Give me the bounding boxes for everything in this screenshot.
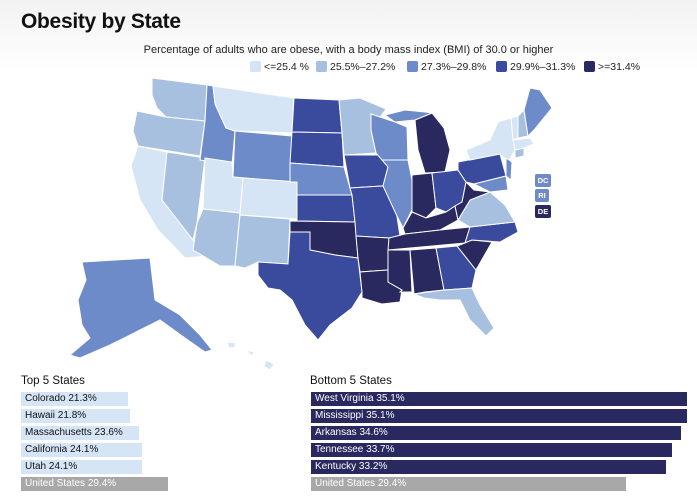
legend-item-4: 29.9%–31.3% <box>496 61 575 75</box>
legend-label-2: 25.5%–27.2% <box>330 61 396 73</box>
legend-label-1: <=25.4 % <box>264 61 309 73</box>
bottom5-us-bar: United States 29.4% <box>311 477 626 491</box>
legend-swatch-1 <box>250 61 261 72</box>
de-tag[interactable]: DE <box>535 205 551 218</box>
state-washington[interactable] <box>151 77 208 122</box>
top5-us-bar: United States 29.4% <box>21 477 168 491</box>
top5-heading: Top 5 States <box>21 375 85 387</box>
bottom5-bar: Arkansas 34.6% <box>311 426 681 440</box>
state-wyoming[interactable] <box>232 130 293 183</box>
page-title: Obesity by State <box>21 10 181 33</box>
bottom5-bar: Tennessee 33.7% <box>311 443 672 457</box>
legend-swatch-2 <box>316 61 327 72</box>
state-arkansas[interactable] <box>355 235 390 273</box>
legend-label-3: 27.3%–29.8% <box>421 61 487 73</box>
top5-bar: Massachusetts 23.6% <box>21 426 139 440</box>
state-georgia[interactable] <box>435 245 477 291</box>
state-kansas[interactable] <box>296 194 356 223</box>
state-nebraska[interactable] <box>289 162 353 196</box>
state-maryland[interactable] <box>472 175 509 193</box>
state-arizona[interactable] <box>192 208 241 267</box>
state-texas[interactable] <box>257 231 363 341</box>
subtitle: Percentage of adults who are obese, with… <box>143 44 554 56</box>
dc-tag[interactable]: DC <box>535 174 551 187</box>
legend-item-1: <=25.4 % <box>250 61 309 75</box>
state-indiana[interactable] <box>411 172 437 219</box>
state-montana[interactable] <box>212 85 295 134</box>
state-south-dakota[interactable] <box>289 131 345 168</box>
legend-swatch-5 <box>584 61 595 72</box>
state-new-mexico[interactable] <box>234 214 291 269</box>
bottom5-bar: Mississippi 35.1% <box>311 409 687 423</box>
top5-bar: Utah 24.1% <box>21 460 142 474</box>
state-maine[interactable] <box>523 87 553 138</box>
state-new-jersey[interactable] <box>505 157 513 181</box>
state-west-virginia[interactable] <box>454 180 491 222</box>
state-michigan-up[interactable] <box>383 109 434 123</box>
legend-item-2: 25.5%–27.2% <box>316 61 395 75</box>
state-michigan[interactable] <box>414 112 451 174</box>
top5-bar: Colorado 21.3% <box>21 392 128 406</box>
legend-label-5: >=31.4% <box>598 61 641 73</box>
state-florida[interactable] <box>412 287 495 337</box>
header-band <box>0 0 697 72</box>
state-hawaii[interactable] <box>227 341 275 371</box>
state-north-dakota[interactable] <box>291 97 343 134</box>
state-alaska[interactable] <box>68 257 213 359</box>
state-nevada[interactable] <box>161 151 206 242</box>
legend-swatch-3 <box>407 61 418 72</box>
bottom5-bar: Kentucky 33.2% <box>311 460 666 474</box>
legend-item-5: >=31.4% <box>584 61 640 75</box>
legend-swatch-4 <box>496 61 507 72</box>
state-oregon[interactable] <box>132 110 206 157</box>
legend-label-4: 29.9%–31.3% <box>510 61 576 73</box>
top5-bar: California 24.1% <box>21 443 142 457</box>
state-massachusetts[interactable] <box>512 137 535 151</box>
top5-bar: Hawaii 21.8% <box>21 409 130 423</box>
legend-item-3: 27.3%–29.8% <box>407 61 486 75</box>
ri-tag[interactable]: RI <box>535 189 549 202</box>
bottom5-bar: West Virginia 35.1% <box>311 392 687 406</box>
bottom5-heading: Bottom 5 States <box>310 375 392 387</box>
state-colorado[interactable] <box>239 177 299 220</box>
state-new-york[interactable] <box>465 117 516 163</box>
